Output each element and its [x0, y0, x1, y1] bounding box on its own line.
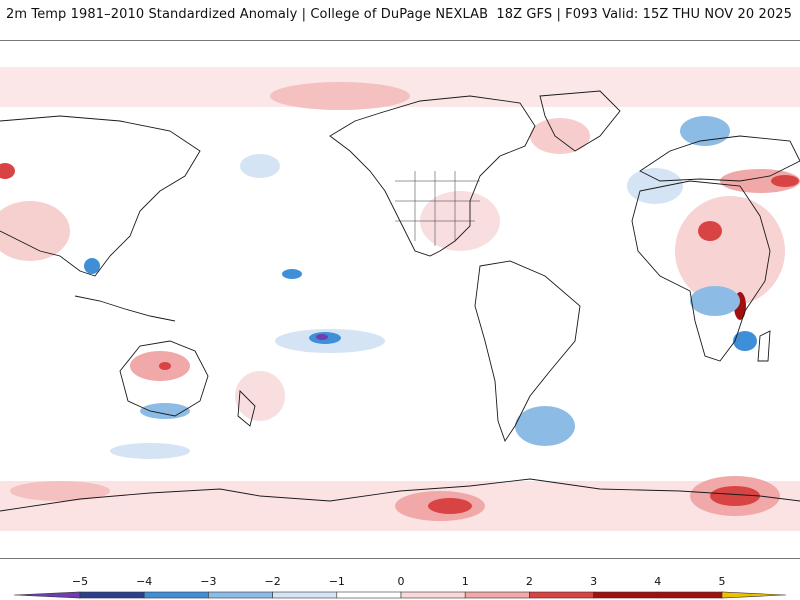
southern-africa-cool	[733, 331, 757, 351]
australia-hot-spot	[159, 362, 171, 370]
colorbar-tick-label: −3	[200, 575, 217, 588]
south-america-outline	[474, 260, 581, 443]
colorbar-bin	[143, 591, 209, 599]
coastlines	[0, 90, 800, 512]
europe-outline	[639, 135, 800, 182]
arctic-warm-patch	[270, 82, 410, 110]
russia-strong-warm	[771, 175, 799, 187]
asia-strong-warm	[0, 163, 15, 179]
colorbar-bin	[529, 591, 594, 599]
madagascar-outline	[757, 330, 771, 362]
africa-outline	[631, 180, 771, 362]
north-america-outline	[329, 95, 536, 257]
hawaii-cool	[282, 269, 302, 279]
map-title: 2m Temp 1981–2010 Standardized Anomaly |…	[6, 7, 489, 22]
colorbar-bin	[272, 591, 338, 599]
model-run-info: 18Z GFS | F093 Valid: 15Z THU NOV 20 202…	[496, 7, 792, 22]
anomaly-map[interactable]	[0, 40, 800, 559]
colorbar-bin-extreme-low	[13, 591, 81, 599]
se-asia-cool	[84, 258, 100, 274]
us-state-borders	[395, 171, 480, 246]
greenland-warm-patch	[530, 118, 590, 154]
antarctic-warm-3	[10, 481, 110, 501]
new-zealand-outline	[237, 389, 256, 427]
antarctica-outline	[0, 478, 800, 512]
map-canvas	[0, 67, 800, 531]
russia-warm-patch	[720, 169, 800, 193]
sahara-warm	[698, 221, 722, 241]
nz-warm	[235, 371, 285, 421]
greenland-outline	[539, 90, 621, 152]
colorbar-bin	[593, 591, 659, 599]
central-africa-cool	[690, 286, 740, 316]
colorbar-tick-label: 4	[654, 575, 662, 588]
anomaly-field	[0, 67, 800, 531]
indonesia-outline	[74, 295, 176, 322]
colorbar-tick-label: 1	[461, 575, 469, 588]
colorbar-tick-label: −1	[328, 575, 345, 588]
antarctic-hot-2	[710, 486, 760, 506]
atlantic-cool	[627, 168, 683, 204]
pacific-extreme-cool	[316, 334, 328, 340]
colorbar-tick-label: 0	[397, 575, 405, 588]
colorbar-legend: −5 −4 −3 −2 −1 0 1 2 3 4 5	[0, 570, 800, 600]
colorbar-bin-extreme-high	[721, 591, 787, 599]
europe-cool	[680, 116, 730, 146]
colorbar-tick-label: 2	[525, 575, 533, 588]
colorbar-bin	[336, 591, 402, 599]
colorbar-bin	[208, 591, 273, 599]
southern-ocean-cool	[110, 443, 190, 459]
colorbar-tick-label: −2	[264, 575, 281, 588]
asia-outline	[0, 115, 201, 277]
australia-outline	[119, 340, 209, 417]
colorbar-graphic	[13, 591, 787, 599]
colorbar-bin	[79, 591, 145, 599]
north-pacific-cool	[240, 154, 280, 178]
south-atlantic-cool	[515, 406, 575, 446]
colorbar-tick-label: −4	[136, 575, 153, 588]
colorbar-tick-label: 5	[718, 575, 726, 588]
header: 2m Temp 1981–2010 Standardized Anomaly |…	[0, 0, 800, 30]
asia-warm-patch	[0, 201, 70, 261]
colorbar-bin	[400, 591, 466, 599]
colorbar-tick-label: 3	[590, 575, 598, 588]
antarctic-hot-1	[428, 498, 472, 514]
colorbar-bin	[464, 591, 530, 599]
colorbar-tick-label: −5	[71, 575, 89, 588]
colorbar-bin	[657, 591, 723, 599]
